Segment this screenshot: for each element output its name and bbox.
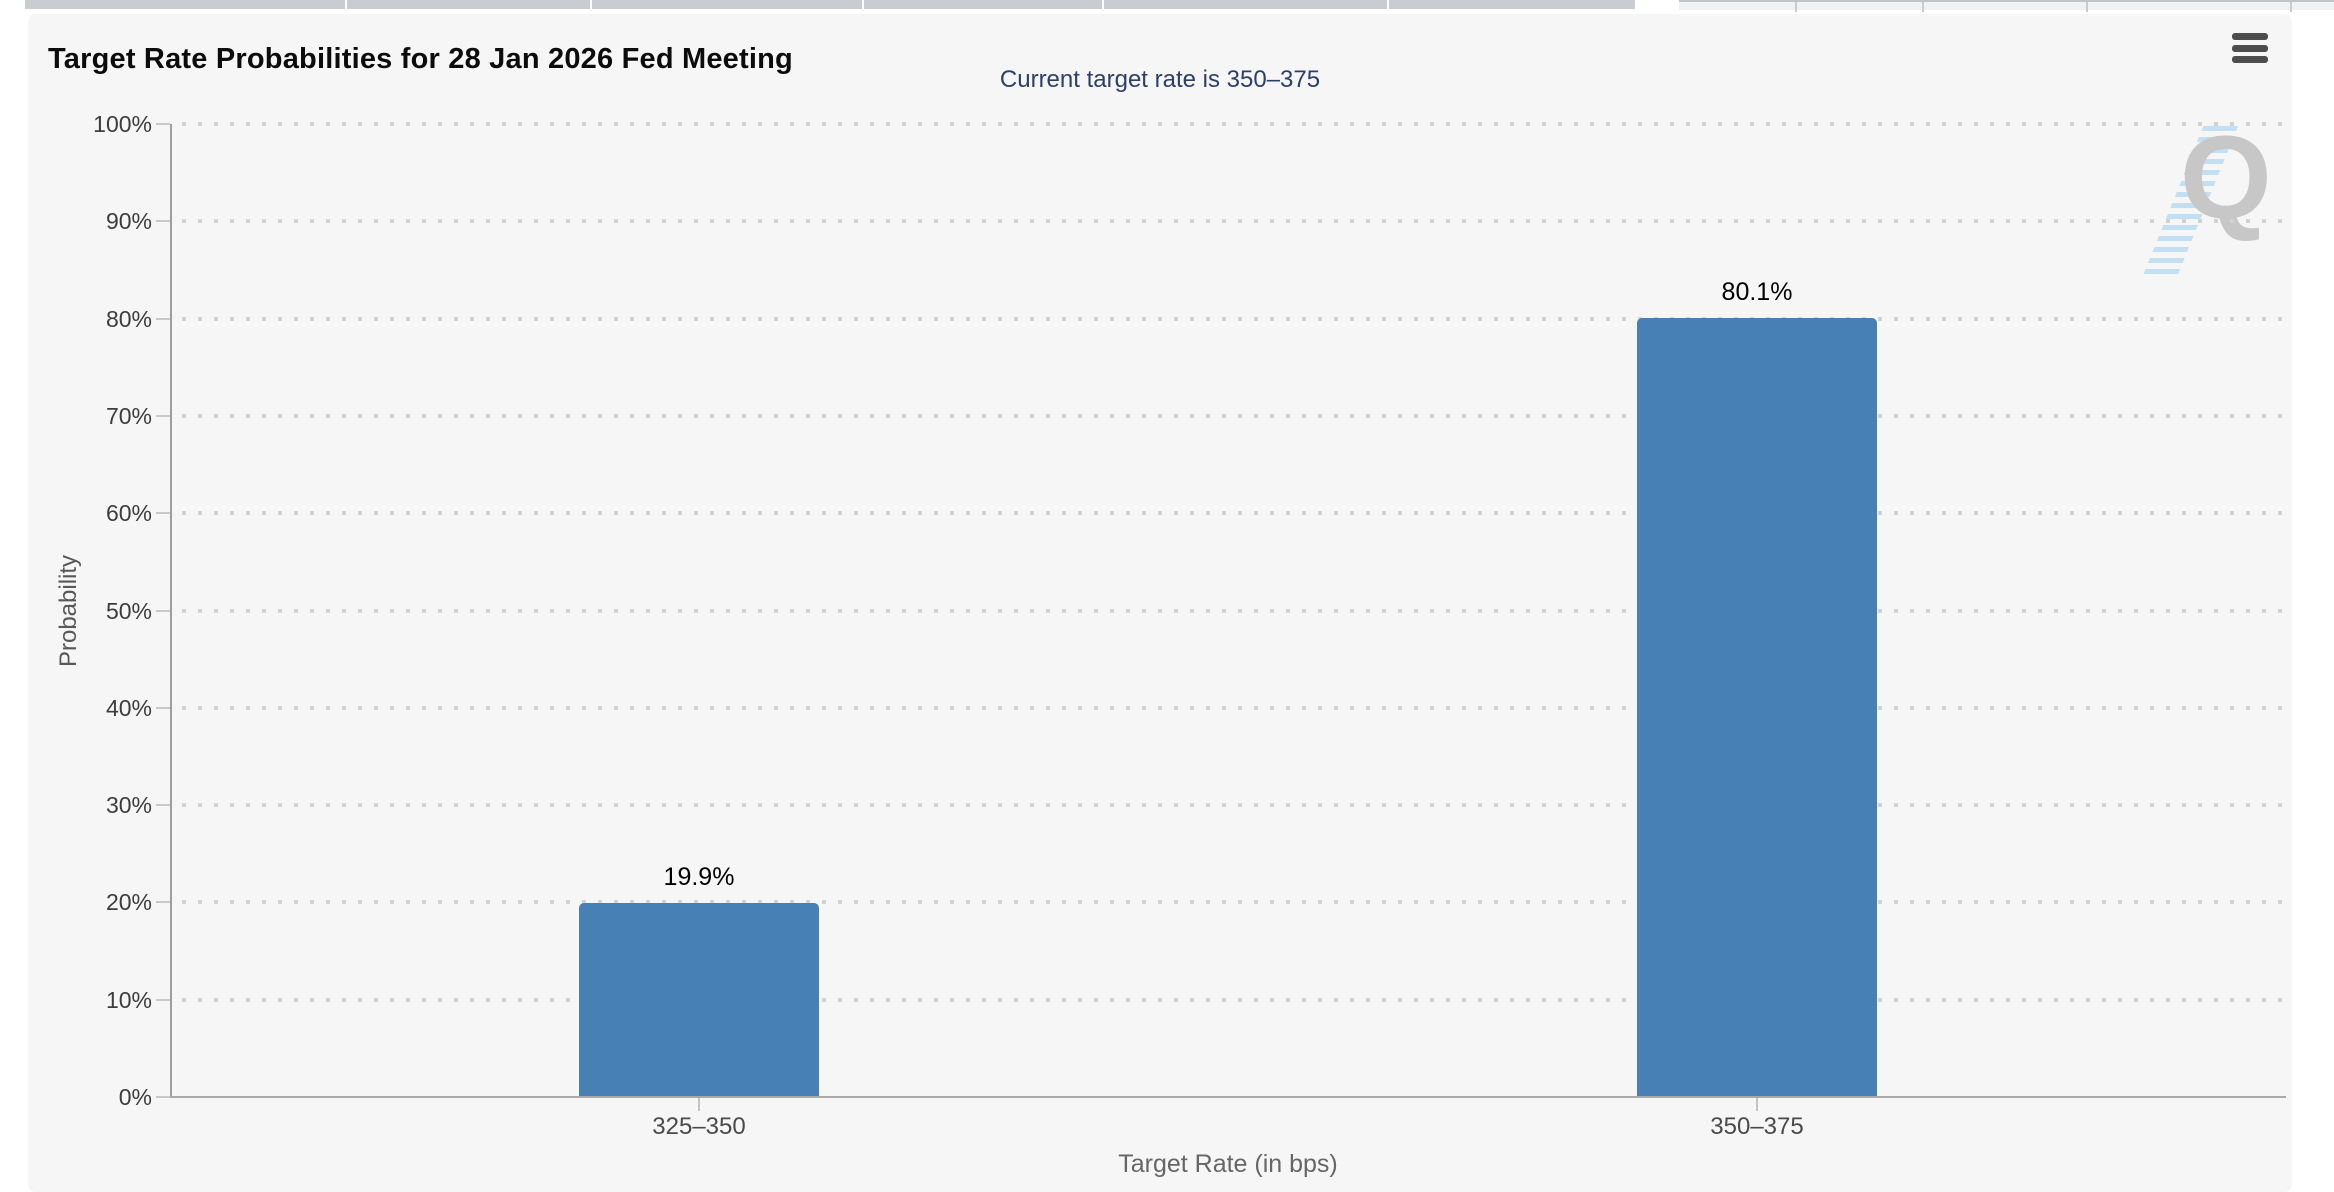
- toolbar-strip-divider: [1922, 2, 1924, 12]
- top-edge-toolbar-strip: [0, 0, 2334, 12]
- chart-title: Target Rate Probabilities for 28 Jan 202…: [48, 43, 793, 76]
- hamburger-icon: [2232, 33, 2268, 63]
- chart-subtitle: Current target rate is 350–375: [999, 66, 1321, 93]
- toolbar-strip-divider: [590, 0, 592, 9]
- probability-bar[interactable]: [1637, 317, 1877, 1096]
- toolbar-strip-right-segment: [1679, 0, 2334, 12]
- toolbar-strip-divider: [2290, 2, 2292, 12]
- watermark-q-letter: Q: [2180, 112, 2272, 244]
- toolbar-strip-divider: [1102, 0, 1104, 9]
- toolbar-strip-divider: [1795, 2, 1797, 12]
- toolbar-strip-left-segment: [25, 0, 1635, 9]
- toolbar-strip-divider: [345, 0, 347, 9]
- chart-panel: [28, 14, 2292, 1192]
- quikstrike-watermark: Q: [2138, 112, 2288, 293]
- toolbar-strip-divider: [2086, 2, 2088, 12]
- probability-bar[interactable]: [579, 903, 819, 1096]
- toolbar-strip-divider: [862, 0, 864, 9]
- chart-menu-button[interactable]: [2226, 28, 2274, 68]
- toolbar-strip-divider: [1387, 0, 1389, 9]
